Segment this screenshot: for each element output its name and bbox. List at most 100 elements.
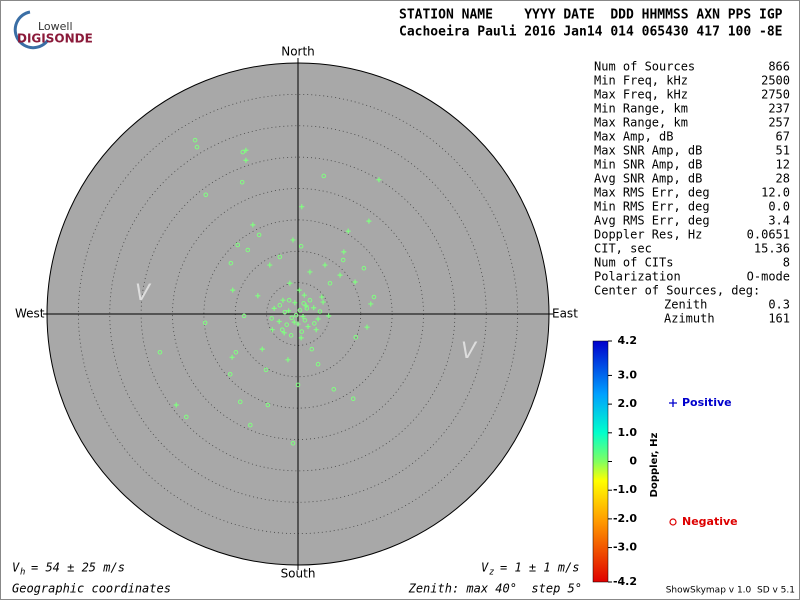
source-negative bbox=[280, 327, 285, 332]
source-negative bbox=[321, 173, 327, 179]
stat-value: 0.0651 bbox=[747, 228, 790, 242]
source-negative bbox=[317, 309, 323, 314]
source-positive bbox=[307, 269, 313, 275]
side-mark: V bbox=[461, 339, 478, 364]
stat-label: Num of CITs bbox=[594, 256, 673, 270]
colorbar-tick-label: -4.2 bbox=[613, 575, 637, 588]
source-positive bbox=[229, 354, 235, 360]
colorbar-tick-label: -2.0 bbox=[613, 512, 637, 525]
source-positive bbox=[296, 287, 302, 293]
stat-value: 0.0 bbox=[768, 200, 790, 214]
source-negative bbox=[192, 137, 198, 143]
stat-value: 257 bbox=[768, 116, 790, 130]
source-negative bbox=[157, 349, 163, 355]
source-negative bbox=[312, 321, 317, 326]
stat-label: Doppler Res, Hz bbox=[594, 228, 702, 242]
logo-swoosh bbox=[13, 10, 50, 50]
legend-label: Positive bbox=[682, 396, 732, 409]
legend-label: Negative bbox=[682, 515, 738, 528]
source-negative bbox=[263, 367, 269, 373]
source-negative bbox=[288, 333, 294, 338]
source-negative bbox=[301, 301, 306, 306]
sky-map: North South West East V V bbox=[15, 45, 578, 581]
colorbar-bar bbox=[592, 340, 609, 583]
source-negative bbox=[265, 402, 271, 408]
source-positive bbox=[376, 177, 382, 183]
source-positive bbox=[269, 327, 275, 333]
legend-marker bbox=[669, 518, 677, 526]
direction-label: South bbox=[281, 567, 316, 581]
source-positive bbox=[337, 272, 343, 278]
center-label: Azimuth bbox=[664, 312, 715, 326]
source-positive bbox=[311, 305, 317, 311]
stat-label: Polarization bbox=[594, 270, 681, 284]
source-positive bbox=[319, 294, 325, 300]
source-negative bbox=[371, 294, 377, 300]
direction-label: West bbox=[15, 307, 45, 321]
source-positive bbox=[305, 324, 311, 330]
source-negative bbox=[315, 361, 321, 367]
stat-label: Max Freq, kHz bbox=[594, 88, 688, 102]
stat-label: Max Range, km bbox=[594, 116, 688, 130]
source-negative bbox=[277, 254, 283, 260]
source-negative bbox=[327, 280, 333, 286]
colorbar-tick-label: 0 bbox=[629, 455, 637, 468]
vh-symbol: V bbox=[12, 561, 20, 575]
source-positive bbox=[250, 222, 256, 228]
stat-label: Min Range, km bbox=[594, 102, 688, 116]
source-positive bbox=[315, 316, 321, 322]
colorbar-tick-label: 4.2 bbox=[618, 334, 638, 347]
source-positive bbox=[341, 249, 347, 255]
source-negative bbox=[245, 247, 251, 253]
stat-value: 237 bbox=[768, 102, 790, 116]
stat-label: Max SNR Amp, dB bbox=[594, 144, 702, 158]
stats-panel: Num of Sources 866 Min Freq, kHz 2500 Max Fr… bbox=[594, 60, 790, 326]
source-positive bbox=[303, 303, 309, 309]
stat-value: 15.36 bbox=[754, 242, 790, 256]
source-negative bbox=[350, 396, 356, 402]
stat-label: Min RMS Err, deg bbox=[594, 200, 710, 214]
coords-label: Geographic coordinates bbox=[12, 582, 171, 596]
source-negative bbox=[298, 243, 304, 249]
source-positive bbox=[295, 321, 301, 327]
colorbar-tick-label: 2.0 bbox=[618, 397, 638, 410]
source-negative bbox=[282, 309, 288, 315]
stat-label: Avg SNR Amp, dB bbox=[594, 172, 702, 186]
colorbar-tick-label: -1.0 bbox=[613, 483, 637, 496]
source-positive bbox=[259, 346, 265, 352]
source-negative bbox=[295, 382, 301, 388]
vz-sub: z bbox=[489, 568, 494, 578]
source-positive bbox=[300, 314, 306, 320]
source-positive bbox=[313, 327, 319, 333]
source-negative bbox=[202, 320, 208, 326]
stat-label: Avg RMS Err, deg bbox=[594, 214, 710, 228]
stat-label: Max Amp, dB bbox=[594, 130, 673, 144]
source-positive bbox=[267, 262, 273, 268]
version-label: ShowSkymap v 1.0 SD v 5.1 bbox=[666, 586, 795, 596]
source-negative bbox=[240, 149, 246, 155]
source-negative bbox=[256, 232, 262, 238]
source-positive bbox=[366, 218, 372, 224]
legend-marker bbox=[669, 399, 677, 407]
source-negative bbox=[203, 192, 209, 198]
source-negative bbox=[248, 422, 253, 428]
source-positive bbox=[173, 402, 179, 408]
direction-label: North bbox=[281, 45, 315, 59]
source-positive bbox=[287, 280, 293, 286]
source-positive bbox=[280, 297, 286, 303]
stat-value: 3.4 bbox=[768, 214, 790, 228]
stat-value: 28 bbox=[776, 172, 790, 186]
source-positive bbox=[298, 335, 304, 341]
source-negative bbox=[269, 316, 274, 321]
stat-value: 2750 bbox=[761, 88, 790, 102]
source-positive bbox=[291, 319, 297, 325]
vz-symbol: V bbox=[481, 561, 489, 575]
center-label: Zenith bbox=[664, 298, 707, 312]
colorbar-tick-label: 1.0 bbox=[618, 426, 638, 439]
source-negative bbox=[286, 297, 292, 303]
source-negative bbox=[331, 387, 337, 392]
source-positive bbox=[285, 357, 291, 363]
stat-value: 12.0 bbox=[761, 186, 790, 200]
source-positive bbox=[276, 319, 282, 325]
